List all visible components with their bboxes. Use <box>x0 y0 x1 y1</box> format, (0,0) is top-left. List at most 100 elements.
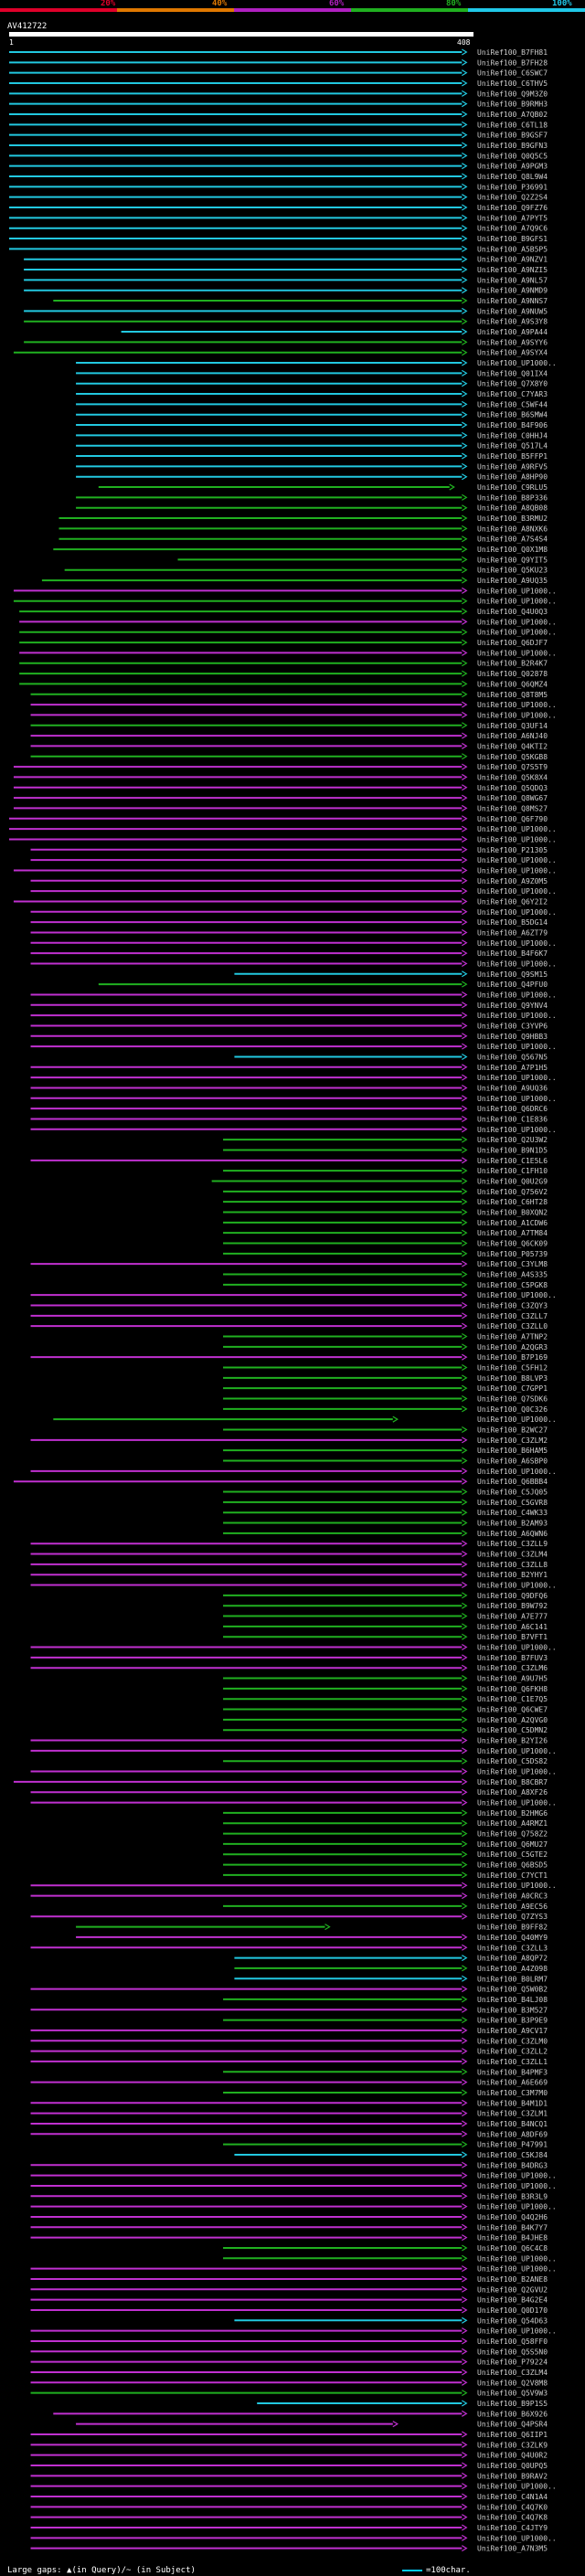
hit-label[interactable]: UniRef100_B8CBR7 <box>477 1778 548 1786</box>
hit-label[interactable]: UniRef100_C4Q7K8 <box>477 2514 548 2522</box>
hit-label[interactable]: UniRef100_Q6QMZ4 <box>477 680 548 688</box>
hit-row[interactable]: UniRef100_A2QVG0 <box>223 1716 548 1724</box>
hit-label[interactable]: UniRef100_UP1000.. <box>477 598 557 606</box>
hit-row[interactable]: UniRef100_B2YI26 <box>30 1737 548 1745</box>
hit-label[interactable]: UniRef100_Q6BSD5 <box>477 1861 548 1870</box>
hit-row[interactable]: UniRef100_C3ZLM4 <box>30 2369 548 2377</box>
hit-row[interactable]: UniRef100_B2AM93 <box>223 1520 548 1528</box>
hit-label[interactable]: UniRef100_P47991 <box>477 2141 548 2149</box>
hit-row[interactable]: UniRef100_P36991 <box>9 183 548 191</box>
hit-row[interactable]: UniRef100_A7E777 <box>223 1613 548 1621</box>
hit-row[interactable]: UniRef100_UP1000.. <box>30 1012 557 1020</box>
hit-row[interactable]: UniRef100_A4RMZ1 <box>223 1819 548 1828</box>
hit-label[interactable]: UniRef100_UP1000.. <box>477 1074 557 1082</box>
hit-label[interactable]: UniRef100_A8XF26 <box>477 1788 548 1797</box>
hit-label[interactable]: UniRef100_C3ZLL3 <box>477 1944 548 1952</box>
hit-label[interactable]: UniRef100_Q5S5N0 <box>477 2348 548 2356</box>
hit-row[interactable]: UniRef100_UP1000.. <box>30 908 557 917</box>
hit-row[interactable]: UniRef100_UP1000.. <box>13 587 557 595</box>
hit-label[interactable]: UniRef100_Q5QDQ3 <box>477 784 548 792</box>
hit-label[interactable]: UniRef100_A9Z0M5 <box>477 877 548 885</box>
hit-row[interactable]: UniRef100_UP1000.. <box>19 629 557 637</box>
hit-label[interactable]: UniRef100_Q8T8M5 <box>477 691 548 699</box>
hit-label[interactable]: UniRef100_A9RFV5 <box>477 462 548 471</box>
hit-row[interactable]: UniRef100_C1E7Q5 <box>223 1695 548 1703</box>
hit-label[interactable]: UniRef100_A4S335 <box>477 1270 548 1278</box>
hit-label[interactable]: UniRef100_UP1000.. <box>477 1126 557 1134</box>
hit-row[interactable]: UniRef100_UP1000.. <box>223 2254 557 2263</box>
hit-row[interactable]: UniRef100_B9FF82 <box>76 1924 548 1932</box>
hit-row[interactable]: UniRef100_A7N3M5 <box>30 2545 548 2553</box>
hit-label[interactable]: UniRef100_C5DMN2 <box>477 1726 548 1734</box>
hit-row[interactable]: UniRef100_B7FH81 <box>9 48 548 57</box>
hit-label[interactable]: UniRef100_Q6IIP1 <box>477 2431 548 2439</box>
hit-label[interactable]: UniRef100_Q4PFU0 <box>477 981 548 989</box>
hit-row[interactable]: UniRef100_A9SYX4 <box>13 349 548 357</box>
hit-row[interactable]: UniRef100_UP1000.. <box>30 2172 557 2180</box>
hit-label[interactable]: UniRef100_Q8WG67 <box>477 794 548 802</box>
hit-row[interactable]: UniRef100_Q5QDQ3 <box>13 784 548 792</box>
hit-label[interactable]: UniRef100_A0CRC3 <box>477 1892 548 1901</box>
hit-label[interactable]: UniRef100_B4LJ08 <box>477 1996 548 2004</box>
hit-row[interactable]: UniRef100_Q5V9W3 <box>30 2390 548 2398</box>
hit-label[interactable]: UniRef100_Q9FZ76 <box>477 204 548 212</box>
hit-label[interactable]: UniRef100_C5FH12 <box>477 1364 548 1373</box>
hit-row[interactable]: UniRef100_A7PYT5 <box>9 214 548 222</box>
hit-row[interactable]: UniRef100_Q6CK09 <box>223 1239 548 1247</box>
hit-label[interactable]: UniRef100_A8HP90 <box>477 473 548 482</box>
hit-row[interactable]: UniRef100_UP1000.. <box>30 2483 557 2491</box>
hit-label[interactable]: UniRef100_B3M527 <box>477 2006 548 2014</box>
hit-row[interactable]: UniRef100_Q6MU27 <box>223 1840 548 1849</box>
hit-label[interactable]: UniRef100_UP1000.. <box>477 825 557 833</box>
hit-row[interactable]: UniRef100_C3ZLM6 <box>30 1664 548 1672</box>
hit-label[interactable]: UniRef100_C3ZLM4 <box>477 1551 548 1559</box>
hit-row[interactable]: UniRef100_A9NMD9 <box>24 287 548 295</box>
hit-row[interactable]: UniRef100_Q6IIP1 <box>30 2431 548 2439</box>
hit-label[interactable]: UniRef100_B4G2E4 <box>477 2296 548 2305</box>
hit-label[interactable]: UniRef100_UP1000.. <box>477 1012 557 1020</box>
hit-label[interactable]: UniRef100_B9RMH3 <box>477 101 548 109</box>
hit-label[interactable]: UniRef100_A6NJ40 <box>477 732 548 740</box>
hit-row[interactable]: UniRef100_B2YHY1 <box>30 1571 548 1579</box>
hit-label[interactable]: UniRef100_A7Q9C6 <box>477 225 548 233</box>
hit-row[interactable]: UniRef100_Q6Y2I2 <box>13 897 548 906</box>
hit-label[interactable]: UniRef100_A9NZV1 <box>477 256 548 264</box>
hit-row[interactable]: UniRef100_C6HT28 <box>223 1198 548 1206</box>
hit-row[interactable]: UniRef100_P47991 <box>223 2141 548 2149</box>
hit-label[interactable]: UniRef100_UP1000.. <box>477 1415 557 1424</box>
hit-row[interactable]: UniRef100_A0CRC3 <box>30 1892 548 1901</box>
hit-row[interactable]: UniRef100_A7QB02 <box>9 111 548 119</box>
hit-label[interactable]: UniRef100_C3ZLL9 <box>477 1540 548 1548</box>
hit-label[interactable]: UniRef100_UP1000.. <box>477 2265 557 2274</box>
hit-label[interactable]: UniRef100_A9EC56 <box>477 1903 548 1911</box>
hit-row[interactable]: UniRef100_C5JQ05 <box>223 1489 548 1497</box>
hit-label[interactable]: UniRef100_C3ZLL7 <box>477 1312 548 1320</box>
hit-row[interactable]: UniRef100_B9W792 <box>223 1602 548 1610</box>
hit-label[interactable]: UniRef100_C3ZLM4 <box>477 2369 548 2377</box>
hit-label[interactable]: UniRef100_UP1000.. <box>477 711 557 719</box>
hit-row[interactable]: UniRef100_UP1000.. <box>13 598 557 606</box>
hit-row[interactable]: UniRef100_B4F906 <box>76 421 548 429</box>
hit-label[interactable]: UniRef100_A8DF69 <box>477 2130 548 2138</box>
hit-row[interactable]: UniRef100_C5FH12 <box>223 1364 548 1373</box>
hit-row[interactable]: UniRef100_UP1000.. <box>30 1882 557 1890</box>
hit-label[interactable]: UniRef100_B9P1S5 <box>477 2400 548 2408</box>
hit-row[interactable]: UniRef100_B5DG14 <box>30 918 548 927</box>
hit-row[interactable]: UniRef100_Q3UF14 <box>30 722 548 730</box>
hit-label[interactable]: UniRef100_B8P336 <box>477 493 548 502</box>
hit-row[interactable]: UniRef100_B3R3L9 <box>30 2192 548 2200</box>
hit-label[interactable]: UniRef100_A7N3M5 <box>477 2545 548 2553</box>
hit-row[interactable]: UniRef100_C7YCT1 <box>223 1871 548 1880</box>
hit-label[interactable]: UniRef100_C9RLU5 <box>477 483 548 492</box>
hit-label[interactable]: UniRef100_UP1000.. <box>477 1799 557 1807</box>
hit-row[interactable]: UniRef100_UP1000.. <box>30 701 557 709</box>
hit-row[interactable]: UniRef100_B4F6K7 <box>30 949 548 958</box>
hit-label[interactable]: UniRef100_A9S3Y8 <box>477 318 548 326</box>
hit-label[interactable]: UniRef100_C6TL18 <box>477 121 548 129</box>
hit-label[interactable]: UniRef100_Q2U3W2 <box>477 1136 548 1144</box>
hit-label[interactable]: UniRef100_B6SMW4 <box>477 411 548 419</box>
hit-row[interactable]: UniRef100_B9P1S5 <box>257 2400 548 2408</box>
hit-label[interactable]: UniRef100_A2QGR3 <box>477 1343 548 1352</box>
hit-label[interactable]: UniRef100_Q8L9W4 <box>477 173 548 181</box>
hit-row[interactable]: UniRef100_Q7ZYS3 <box>30 1913 548 1921</box>
